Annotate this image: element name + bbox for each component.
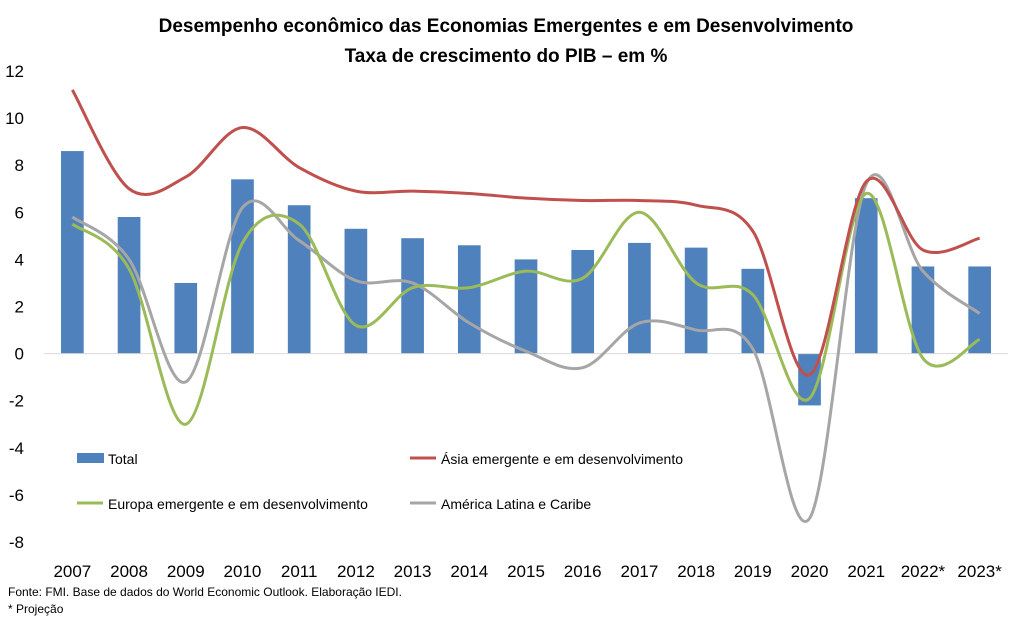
y-tick-label: 10 <box>5 109 24 128</box>
x-axis-ticks: 2007 2008 2009 2010 2011 2012 2013 2014 2015 2016… <box>53 562 1002 581</box>
y-tick-label: 0 <box>15 345 24 364</box>
x-tick-label: 2010 <box>224 562 262 581</box>
x-tick-label: 2023* <box>957 562 1002 581</box>
y-tick-label: 6 <box>15 203 24 222</box>
bar-total <box>174 282 198 354</box>
x-tick-label: 2007 <box>53 562 91 581</box>
y-tick-label: -8 <box>9 533 24 552</box>
line-latam <box>71 173 981 523</box>
x-tick-label: 2011 <box>281 562 318 581</box>
y-tick-label: -4 <box>9 439 24 458</box>
y-tick-label: 12 <box>5 62 24 81</box>
bar-total <box>231 179 254 354</box>
x-tick-label: 2019 <box>734 562 772 581</box>
x-tick-label: 2012 <box>337 562 375 581</box>
projection-note: * Projeção <box>8 602 64 616</box>
lines-layer <box>71 89 981 523</box>
y-tick-label: 2 <box>15 298 24 317</box>
y-tick-label: 8 <box>15 156 24 175</box>
legend-swatch-total <box>77 453 104 463</box>
x-tick-label: 2014 <box>450 562 488 581</box>
legend-label-latam: América Latina e Caribe <box>441 496 591 512</box>
legend: Total Ásia emergente e em desenvolviment… <box>77 451 683 512</box>
x-tick-label: 2017 <box>620 562 658 581</box>
x-tick-label: 2008 <box>110 562 148 581</box>
bar-total <box>571 249 595 354</box>
legend-label-europa: Europa emergente e em desenvolvimento <box>108 496 368 512</box>
x-tick-label: 2009 <box>167 562 205 581</box>
bar-total <box>911 266 935 354</box>
bar-total <box>457 245 481 354</box>
x-tick-label: 2018 <box>677 562 715 581</box>
bar-total <box>968 266 991 354</box>
y-tick-label: 4 <box>15 250 24 269</box>
x-tick-label: 2021 <box>847 562 885 581</box>
x-tick-label: 2013 <box>394 562 432 581</box>
bar-total <box>854 198 878 354</box>
x-tick-label: 2016 <box>564 562 602 581</box>
y-tick-label: -6 <box>9 486 24 505</box>
bar-total <box>287 205 311 354</box>
legend-label-total: Total <box>108 451 138 467</box>
x-tick-label: 2020 <box>791 562 829 581</box>
y-tick-label: -2 <box>9 392 24 411</box>
source-note: Fonte: FMI. Base de dados do World Econo… <box>8 585 402 599</box>
line-asia <box>71 89 981 377</box>
chart-title: Desempenho econômico das Economias Emerg… <box>159 16 854 37</box>
chart-subtitle: Taxa de crescimento do PIB – em % <box>345 46 668 67</box>
bars-layer <box>61 151 991 406</box>
x-tick-label: 2015 <box>507 562 545 581</box>
bar-total <box>628 242 651 354</box>
bar-total <box>514 259 538 354</box>
bar-total <box>684 247 708 354</box>
x-tick-label: 2022* <box>901 562 946 581</box>
bar-total <box>61 151 84 354</box>
bar-total <box>401 238 424 354</box>
legend-label-asia: Ásia emergente e em desenvolvimento <box>441 451 683 467</box>
bar-total <box>741 268 765 354</box>
y-axis-ticks: 12 10 8 6 4 2 0 -2 -4 -6 -8 <box>5 62 24 552</box>
bar-total <box>344 228 368 354</box>
